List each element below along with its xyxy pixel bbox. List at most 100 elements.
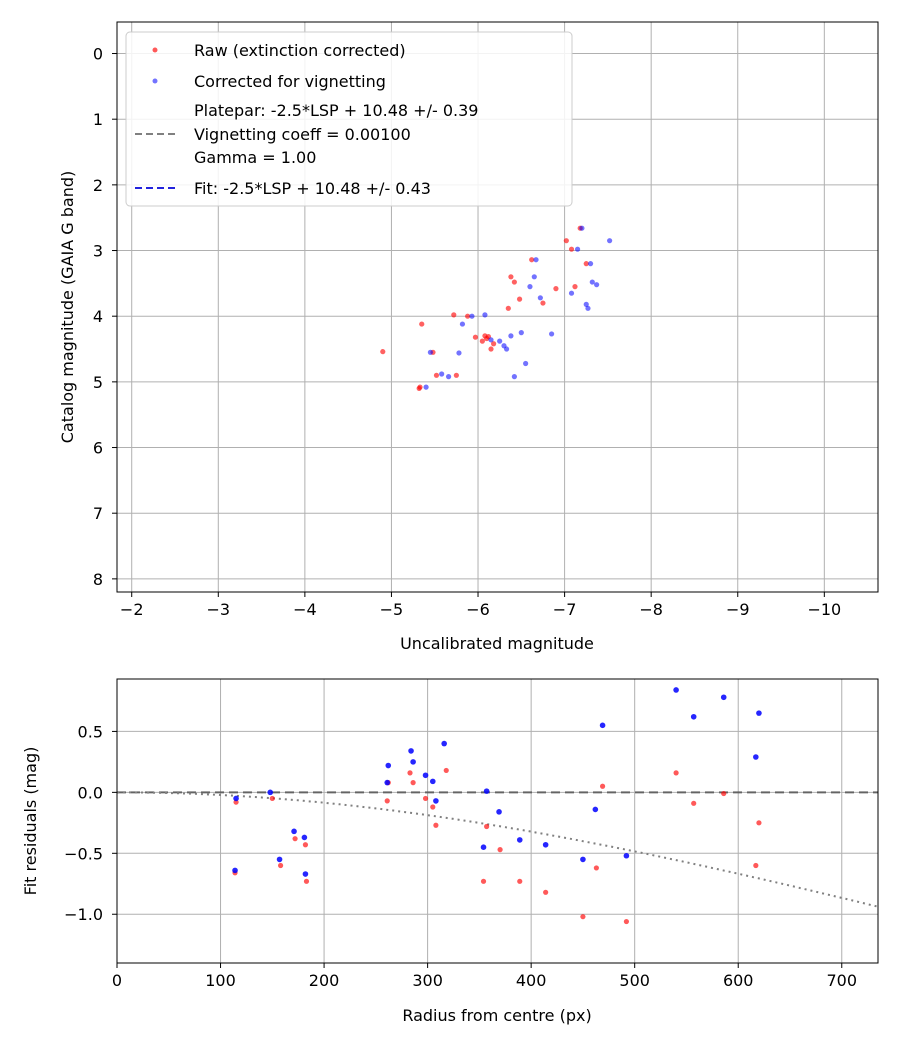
bottom-raw-point: [497, 847, 503, 853]
top-y-tick-label: 6: [93, 439, 103, 458]
bottom-raw-point: [480, 878, 487, 884]
top-corrected-point: [469, 313, 475, 319]
top-corrected-point: [549, 331, 555, 337]
top-raw-point: [553, 286, 559, 292]
top-points: [380, 225, 613, 392]
top-corrected-point: [568, 290, 575, 296]
top-raw-point: [572, 284, 578, 290]
bottom-raw-point: [269, 795, 275, 802]
bottom-corrected-point: [301, 834, 308, 841]
top-corrected-point: [585, 305, 591, 311]
top-y-tick-label: 1: [93, 110, 103, 129]
bottom-corrected-point: [753, 754, 759, 760]
bottom-y-axis-label: Fit residuals (mag): [21, 747, 40, 896]
bottom-corrected-point: [542, 841, 549, 848]
bottom-corrected-point: [276, 856, 283, 863]
bottom-y-tick-label: −1.0: [64, 905, 103, 924]
top-x-tick-label: −9: [726, 600, 750, 619]
bottom-x-tick-label: 400: [516, 971, 547, 990]
bottom-points: [232, 687, 762, 925]
top-raw-point: [568, 246, 575, 252]
legend-platepar-line1: Platepar: -2.5*LSP + 10.48 +/- 0.39: [194, 101, 478, 120]
bottom-x-tick-label: 600: [723, 971, 754, 990]
top-raw-point: [479, 338, 485, 344]
bottom-y-tick-label: 0.5: [78, 722, 103, 741]
bottom-corrected-point: [580, 856, 586, 863]
bottom-corrected-point: [233, 795, 239, 802]
bottom-raw-point: [517, 878, 523, 884]
top-corrected-point: [456, 350, 462, 356]
bottom-corrected-point: [480, 844, 487, 851]
top-x-tick-label: −4: [293, 600, 317, 619]
top-y-tick-label: 5: [93, 373, 103, 392]
top-corrected-point: [518, 330, 524, 336]
bottom-raw-point: [721, 790, 727, 797]
top-raw-point: [416, 385, 422, 392]
top-y-tick-label: 0: [93, 45, 103, 64]
bottom-raw-point: [543, 889, 549, 895]
top-raw-point: [419, 321, 425, 327]
top-x-tick-label: −10: [807, 600, 841, 619]
legend-fit-label: Fit: -2.5*LSP + 10.48 +/- 0.43: [194, 179, 431, 198]
bottom-corrected-point: [232, 867, 238, 874]
bottom-raw-point: [756, 820, 762, 826]
bottom-raw-point: [410, 780, 416, 786]
top-y-axis-label: Catalog magnitude (GAIA G band): [58, 171, 77, 443]
bottom-x-tick-label: 100: [205, 971, 236, 990]
residuals-scatter-chart: 0 100 200 300 400 500 600 700 0.5 0.0 −0.5 −1.0 Rad…: [21, 678, 879, 1025]
bottom-plot-frame: [116, 678, 879, 964]
top-raw-point: [563, 238, 569, 244]
top-corrected-point: [537, 295, 543, 301]
legend-box: [125, 31, 573, 207]
top-corrected-point: [511, 374, 517, 380]
top-corrected-point: [488, 337, 494, 343]
bottom-corrected-point: [385, 762, 392, 769]
bottom-x-axis-label: Radius from centre (px): [402, 1006, 591, 1025]
top-y-tick-label: 8: [93, 570, 103, 589]
legend-raw-label: Raw (extinction corrected): [194, 41, 406, 60]
legend-raw-marker: [152, 47, 158, 53]
bottom-raw-point: [691, 800, 697, 806]
legend-corrected-marker: [152, 78, 158, 84]
top-corrected-point: [574, 246, 581, 252]
bottom-corrected-point: [690, 713, 697, 720]
bottom-corrected-point: [720, 694, 727, 701]
top-x-tick-label: −6: [466, 600, 490, 619]
bottom-raw-point: [673, 770, 679, 776]
top-corrected-point: [482, 312, 488, 318]
bottom-x-tick-label: 500: [619, 971, 650, 990]
top-y-tick-label: 7: [93, 504, 103, 523]
top-raw-point: [451, 312, 457, 318]
top-y-tick-label: 2: [93, 176, 103, 195]
top-raw-point: [529, 257, 535, 263]
top-corrected-point: [587, 261, 594, 267]
bottom-corrected-point: [384, 779, 391, 786]
top-raw-point: [488, 346, 494, 352]
bottom-corrected-point: [441, 740, 447, 747]
bottom-corrected-point: [429, 778, 436, 785]
top-corrected-point: [589, 279, 595, 285]
bottom-corrected-point: [302, 871, 309, 877]
top-corrected-point: [523, 360, 529, 367]
bottom-raw-point: [593, 865, 599, 871]
top-raw-point: [453, 372, 459, 378]
top-plot-frame: [116, 21, 879, 593]
top-raw-point: [516, 296, 523, 302]
bottom-raw-point: [580, 914, 586, 920]
bottom-raw-point: [433, 822, 439, 828]
top-corrected-point: [423, 384, 429, 390]
bottom-corrected-point: [422, 772, 429, 779]
top-raw-point: [540, 300, 546, 306]
top-ticks: −2 −3 −4 −5 −6 −7 −8 −9 −10 0 1 2 3 4 5 6 7 8: [93, 45, 841, 619]
top-raw-point: [511, 279, 517, 285]
bottom-corrected-point: [516, 837, 523, 843]
bottom-corrected-point: [410, 759, 416, 765]
bottom-vignetting-curve: [117, 791, 879, 908]
bottom-corrected-point: [433, 798, 439, 804]
bottom-raw-point: [422, 795, 429, 802]
legend: Raw (extinction corrected) Corrected for…: [125, 31, 573, 207]
bottom-corrected-point: [599, 722, 606, 729]
bottom-corrected-point: [267, 789, 274, 796]
legend-corrected-label: Corrected for vignetting: [194, 72, 386, 91]
